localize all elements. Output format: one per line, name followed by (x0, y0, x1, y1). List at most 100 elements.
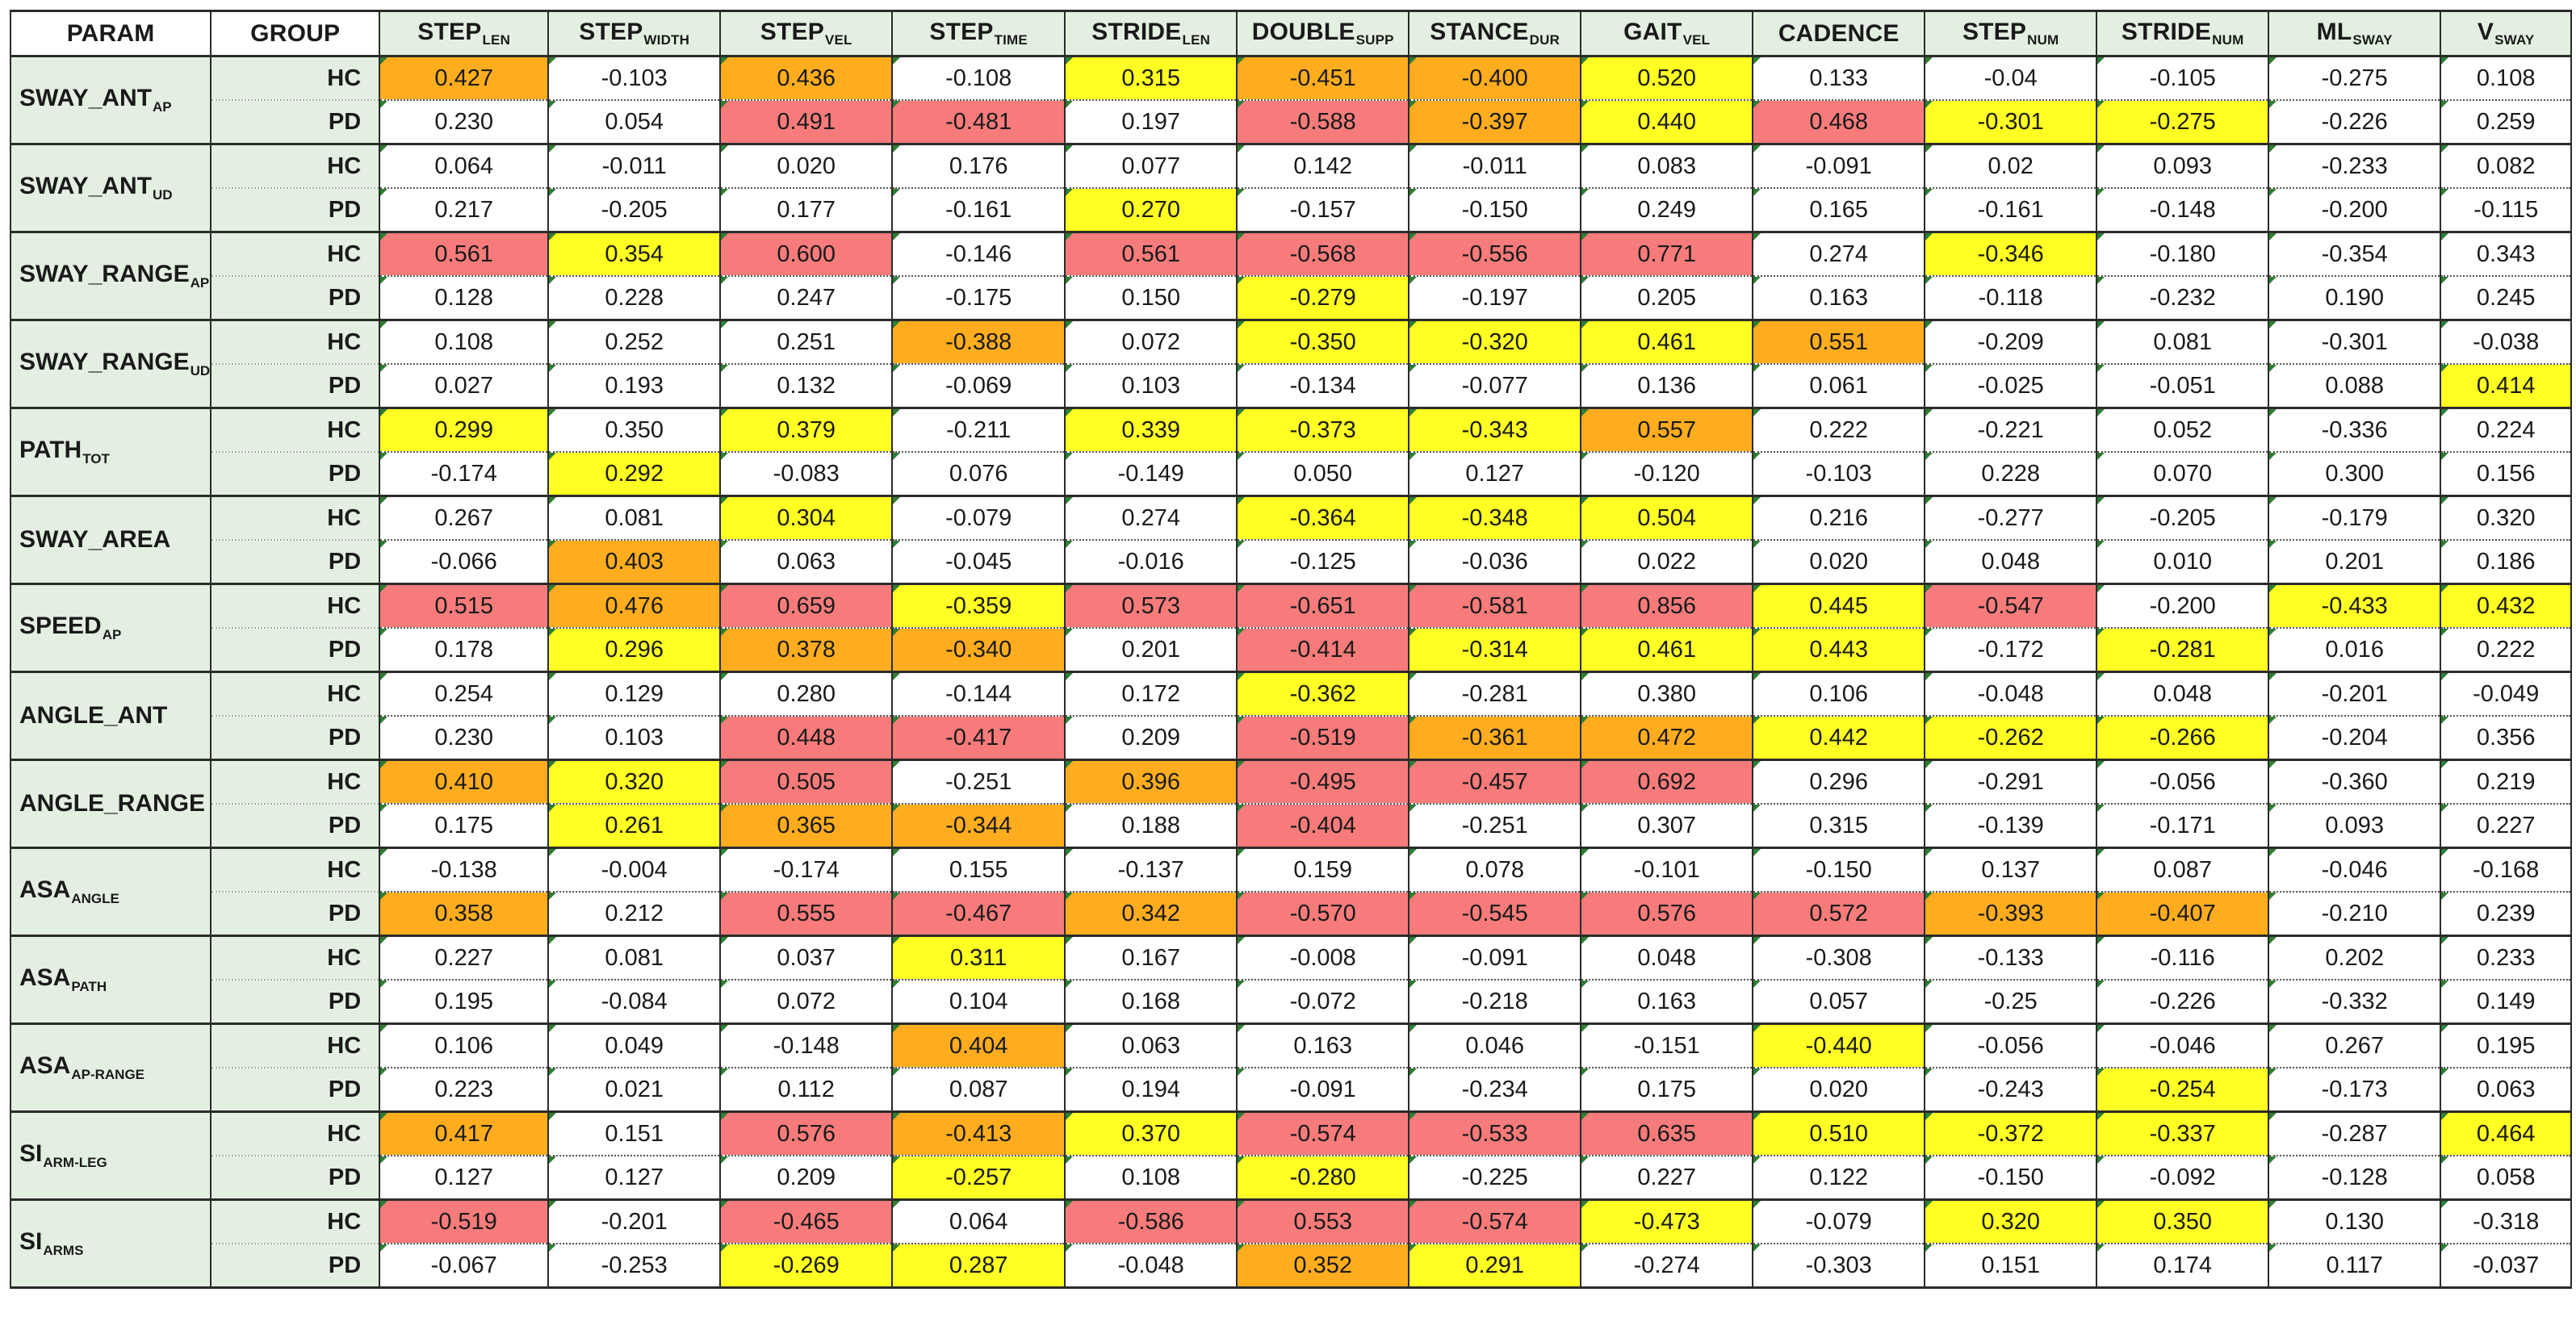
value-cell: -0.519 (379, 1199, 550, 1244)
group-label: HC (210, 408, 381, 453)
value-cell: -0.303 (1752, 1244, 1926, 1289)
table-row: SWAY_ANTUD HC 0.064 -0.011 0.020 0.176 0.077 0.… (9, 144, 2573, 233)
value-cell: 0.103 (547, 716, 722, 761)
value-cell: 0.209 (1064, 716, 1238, 761)
value-cell: 0.410 (379, 759, 550, 805)
value-cell: 0.122 (1752, 1156, 1926, 1201)
table-row: SIARM-LEG HC 0.417 0.151 0.576 -0.413 0.370 -0.… (9, 1111, 2573, 1201)
value-cell: -0.388 (891, 320, 1066, 365)
value-cell: -0.046 (2268, 847, 2442, 893)
value-cell: 0.228 (1924, 452, 2098, 497)
value-cell: -0.275 (2268, 56, 2442, 101)
group-label: PD (210, 716, 381, 761)
value-cell: -0.025 (1924, 364, 2098, 409)
group-label: PD (210, 540, 381, 585)
value-cell: 0.396 (1064, 759, 1238, 805)
value-cell: -0.251 (1408, 804, 1582, 849)
header-col-main: STANCE (1430, 19, 1529, 45)
value-cell: -0.314 (1408, 628, 1582, 673)
value-cell: 0.054 (547, 100, 722, 145)
value-cell: 0.197 (1064, 100, 1238, 145)
value-cell: 0.172 (1064, 671, 1238, 717)
header-col: DOUBLESUPP (1236, 10, 1410, 57)
value-cell: 0.106 (1752, 671, 1926, 717)
param-label-main: SI (19, 1228, 43, 1255)
value-cell: 0.573 (1064, 583, 1238, 629)
group-label: HC (210, 496, 381, 541)
value-cell: -0.125 (1236, 540, 1410, 585)
value-cell: 0.249 (1580, 188, 1754, 233)
value-cell: -0.004 (547, 847, 722, 893)
value-cell: 0.108 (1064, 1156, 1238, 1201)
value-cell: 0.195 (379, 980, 550, 1025)
param-label: SWAY_RANGEAP (9, 232, 212, 321)
group-label: PD (210, 188, 381, 233)
value-cell: -0.574 (1408, 1199, 1582, 1244)
value-cell: -0.473 (1580, 1199, 1754, 1244)
value-cell: 0.167 (1064, 935, 1238, 981)
table-row: PD 0.027 0.193 0.132 -0.069 0.103 -0.134 -0.077… (10, 364, 2573, 409)
value-cell: 0.163 (1580, 980, 1754, 1025)
value-cell: -0.574 (1236, 1111, 1410, 1156)
value-cell: 0.063 (719, 540, 894, 585)
value-cell: 0.403 (547, 540, 722, 585)
value-cell: 0.201 (1064, 628, 1238, 673)
value-cell: 0.504 (1580, 496, 1754, 541)
value-cell: -0.174 (379, 452, 550, 497)
value-cell: -0.180 (2096, 232, 2270, 277)
value-cell: 0.087 (891, 1068, 1066, 1113)
group-label: HC (210, 1199, 381, 1244)
value-cell: -0.651 (1236, 583, 1410, 629)
param-label-main: ANGLE_RANGE (19, 790, 206, 817)
value-cell: 0.112 (719, 1068, 894, 1113)
value-cell: 0.078 (1408, 847, 1582, 893)
value-cell: -0.103 (547, 56, 722, 101)
value-cell: 0.128 (379, 276, 550, 321)
value-cell: 0.137 (1924, 847, 2098, 893)
value-cell: -0.108 (891, 56, 1066, 101)
header-col: STEPLEN (379, 10, 550, 57)
value-cell: 0.251 (719, 320, 894, 365)
value-cell: 0.177 (719, 188, 894, 233)
value-cell: -0.205 (547, 188, 722, 233)
table-row: PD 0.178 0.296 0.378 -0.340 0.201 -0.414 -0.314… (10, 628, 2573, 673)
value-cell: 0.156 (2440, 452, 2573, 497)
value-cell: 0.082 (2440, 144, 2573, 189)
value-cell: 0.230 (379, 716, 550, 761)
value-cell: 0.292 (547, 452, 722, 497)
value-cell: -0.308 (1752, 935, 1926, 981)
value-cell: 0.223 (379, 1068, 550, 1113)
group-label: HC (210, 583, 381, 629)
param-label-main: SI (19, 1140, 43, 1167)
table-row: PD 0.128 0.228 0.247 -0.175 0.150 -0.279 -0.197… (10, 276, 2573, 321)
value-cell: -0.588 (1236, 100, 1410, 145)
value-cell: -0.179 (2268, 496, 2442, 541)
header-col-main: STEP (417, 19, 482, 45)
value-cell: -0.226 (2096, 980, 2270, 1025)
value-cell: 0.417 (379, 1111, 550, 1156)
value-cell: 0.468 (1752, 100, 1926, 145)
value-cell: 0.380 (1580, 671, 1754, 717)
value-cell: -0.128 (2268, 1156, 2442, 1201)
value-cell: 0.022 (1580, 540, 1754, 585)
value-cell: 0.378 (719, 628, 894, 673)
value-cell: 0.440 (1580, 100, 1754, 145)
value-cell: 0.219 (2440, 759, 2573, 805)
header-col-sub: SUPP (1355, 32, 1394, 48)
header-col: VSWAY (2440, 10, 2573, 57)
value-cell: 0.217 (379, 188, 550, 233)
value-cell: -0.037 (2440, 1244, 2573, 1289)
value-cell: 0.261 (547, 804, 722, 849)
value-cell: 0.048 (2096, 671, 2270, 717)
value-cell: -0.393 (1924, 892, 2098, 937)
value-cell: -0.274 (1580, 1244, 1754, 1289)
header-param: PARAM (9, 10, 212, 57)
value-cell: 0.267 (2268, 1023, 2442, 1068)
param-label-main: ASA (19, 964, 71, 991)
group-label: PD (210, 980, 381, 1025)
group-label: PD (210, 100, 381, 145)
value-cell: 0.064 (891, 1199, 1066, 1244)
value-cell: 0.356 (2440, 716, 2573, 761)
value-cell: 0.02 (1924, 144, 2098, 189)
table-row: SPEEDAP HC 0.515 0.476 0.659 -0.359 0.573 -0.65… (9, 583, 2573, 673)
